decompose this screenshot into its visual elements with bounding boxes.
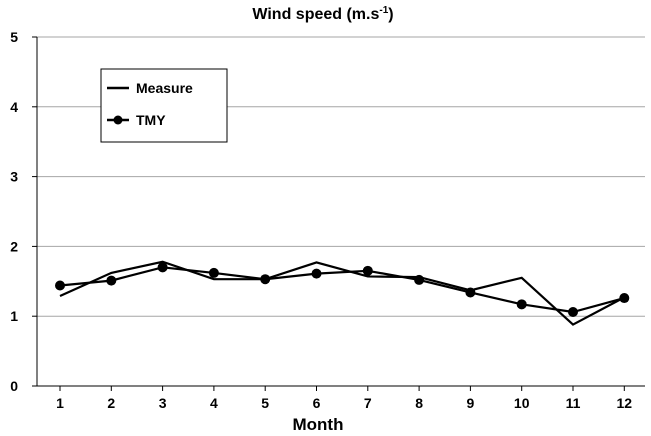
y-tick-labels: 0 1 2 3 4 5 [10, 29, 18, 394]
data-point-tmy [157, 262, 168, 273]
data-point-tmy [516, 299, 527, 310]
x-tick-label: 2 [107, 395, 115, 411]
axes [32, 36, 645, 391]
data-point-tmy [106, 275, 117, 286]
data-point-tmy [208, 267, 219, 278]
x-tick-labels: 1 2 3 4 5 6 7 8 9 10 11 12 [56, 395, 632, 411]
data-point-tmy [55, 280, 65, 291]
legend-tmy-marker [113, 115, 123, 125]
x-tick-label: 3 [159, 395, 167, 411]
y-tick-label: 2 [10, 238, 18, 254]
x-tick-label: 9 [467, 395, 475, 411]
legend-tmy-label: TMY [136, 112, 166, 128]
chart-title-main: Wind speed (m.s [252, 6, 379, 23]
x-tick-label: 4 [210, 395, 218, 411]
data-point-tmy [414, 274, 425, 285]
legend: Measure TMY [100, 68, 228, 143]
x-tick-label: 7 [364, 395, 372, 411]
series-line-measure [59, 260, 625, 326]
chart-title: Wind speed (m.s-1) [252, 5, 393, 23]
data-point-tmy [465, 287, 476, 298]
chart-title-close: ) [388, 6, 393, 23]
data-point-tmy [568, 307, 578, 318]
y-tick-label: 5 [10, 29, 18, 45]
x-tick-label: 12 [617, 395, 633, 411]
x-tick-label: 11 [566, 395, 581, 411]
series-lines [55, 260, 630, 326]
x-axis-label: Month [293, 415, 344, 434]
data-point-tmy [619, 293, 630, 304]
y-tick-label: 3 [10, 169, 18, 185]
series-line-tmy [59, 266, 625, 314]
y-tick-label: 4 [10, 99, 18, 115]
gridlines [37, 36, 645, 317]
data-point-tmy [362, 265, 373, 276]
x-tick-label: 1 [56, 395, 64, 411]
legend-measure-label: Measure [136, 80, 193, 96]
x-tick-label: 5 [261, 395, 269, 411]
y-tick-label: 1 [10, 308, 18, 324]
data-point-tmy [311, 268, 322, 279]
x-tick-label: 6 [313, 395, 321, 411]
legend-box [100, 68, 228, 143]
data-point-tmy [260, 274, 271, 285]
x-tick-label: 8 [415, 395, 423, 411]
x-tick-label: 10 [514, 395, 530, 411]
y-tick-label: 0 [10, 378, 18, 394]
chart-title-superscript: -1 [379, 5, 388, 16]
